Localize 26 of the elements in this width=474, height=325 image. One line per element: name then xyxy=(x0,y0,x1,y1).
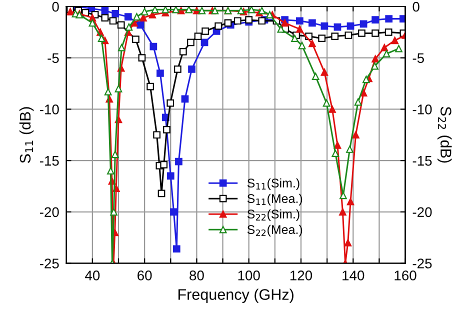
legend-label: S$_{11}$(Mea.) xyxy=(247,194,302,206)
y-tick-label: -20 xyxy=(40,207,59,218)
x-tick-label: 40 xyxy=(85,270,100,280)
x-tick-label: 80 xyxy=(190,270,204,280)
x-tick-label: 160 xyxy=(394,270,416,280)
y-axis-title: S$_{11}$ (dB) xyxy=(19,107,34,163)
y2-tick-label: -10 xyxy=(412,104,432,114)
y2-tick-label: -25 xyxy=(412,258,432,268)
x-tick-label: 60 xyxy=(138,270,152,280)
y-tick-label: -5 xyxy=(48,53,59,64)
y2-tick-label: -15 xyxy=(412,156,432,166)
y2-tick-label: 0 xyxy=(412,2,420,12)
y-tick-label: -25 xyxy=(40,258,59,268)
legend-label: S$_{11}$(Sim.) xyxy=(247,178,300,190)
y-tick-label: -10 xyxy=(40,104,59,114)
x-axis-title: Frequency (GHz) xyxy=(178,288,294,303)
y2-tick-label: -20 xyxy=(412,207,432,218)
y-tick-label: 0 xyxy=(52,2,59,12)
legend-label: S$_{22}$(Sim.) xyxy=(247,209,300,221)
y2-axis-title: S$_{22}$ (dB) xyxy=(437,106,452,163)
y-tick-label: -15 xyxy=(40,156,59,166)
y2-tick-label: -5 xyxy=(412,53,424,64)
legend-label: S$_{22}$(Mea.) xyxy=(247,224,302,236)
x-tick-label: 100 xyxy=(238,270,260,280)
x-tick-label: 120 xyxy=(290,270,312,280)
x-tick-label: 140 xyxy=(342,270,364,280)
